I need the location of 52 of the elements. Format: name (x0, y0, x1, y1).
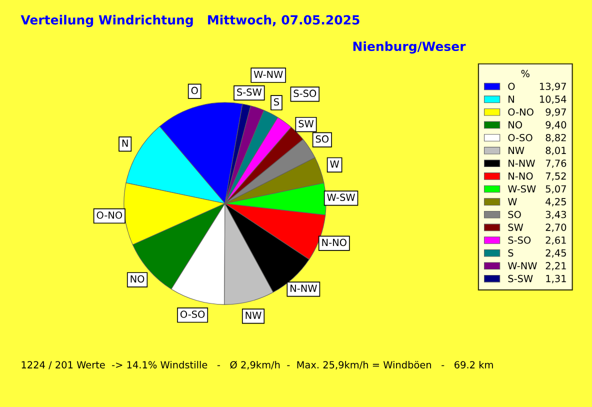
slice-label: N-NW (290, 284, 317, 292)
legend-label: S-SW (508, 274, 533, 282)
legend-label: S-SO (508, 236, 531, 244)
data-label: 10,54 (540, 96, 566, 104)
slice-label: NW (246, 312, 262, 319)
legend-label: O-NO (508, 108, 534, 116)
data-label: 9,40 (546, 121, 566, 130)
slice-label: NO (130, 275, 144, 283)
slice-label: O (191, 86, 198, 94)
slice-label: S (274, 98, 280, 106)
data-label: 8,01 (546, 146, 566, 156)
data-label: 8,82 (546, 134, 566, 142)
legend-label: S (508, 249, 514, 257)
data-label: 9,97 (546, 108, 566, 117)
chart-title: Verteilung Windrichtung Mittwoch, 07.05.2025 (20, 14, 360, 28)
legend-label: O (508, 82, 515, 90)
legend-label: SO (508, 210, 521, 218)
legend-label: SW (508, 224, 524, 231)
slice-label: O-NO (96, 211, 122, 219)
legend-title: % (521, 70, 530, 78)
slice-label: N (122, 140, 128, 147)
slice-label: SW (298, 120, 314, 128)
legend-label: NO (508, 121, 522, 128)
data-label: 7,76 (546, 160, 566, 168)
data-label: 2,70 (546, 224, 566, 232)
text: 1224 / 201 Werte -> 14.1% Windstille - Ø 2,9km/h - Max. 25,9km/h = Windböen - 69.2 km (22, 360, 493, 370)
slice-label: SO (316, 135, 329, 143)
slice-label: W-SW (327, 194, 355, 201)
data-label: 2,21 (546, 262, 566, 270)
chart-subtitle: Nienburg/Weser (353, 41, 466, 54)
data-label: 5,07 (546, 185, 566, 194)
legend-label: NW (508, 146, 524, 154)
slice-label: W (330, 160, 340, 168)
legend-label: N-NW (508, 160, 535, 167)
data-label: 3,43 (546, 210, 566, 220)
data-label: 4,25 (546, 198, 566, 206)
slice-label: W-NW (254, 70, 283, 78)
legend-label: W-SW (508, 185, 536, 193)
data-label: 7,52 (546, 172, 566, 181)
legend-label: N-NO (508, 172, 533, 180)
slice-label: O-SO (180, 310, 205, 318)
slice-label: N-NO (322, 238, 346, 246)
data-label: 1,31 (546, 274, 566, 284)
data-label: 13,97 (540, 82, 566, 92)
legend-label: N (508, 96, 514, 103)
legend-label: O-SO (508, 134, 532, 142)
legend-label: W (508, 198, 517, 206)
slice-label: S-SW (237, 88, 262, 96)
slice-label: S-SO (294, 90, 316, 98)
data-label: 2,61 (546, 236, 566, 245)
data-label: 2,45 (546, 249, 566, 258)
legend-label: W-NW (508, 262, 537, 270)
